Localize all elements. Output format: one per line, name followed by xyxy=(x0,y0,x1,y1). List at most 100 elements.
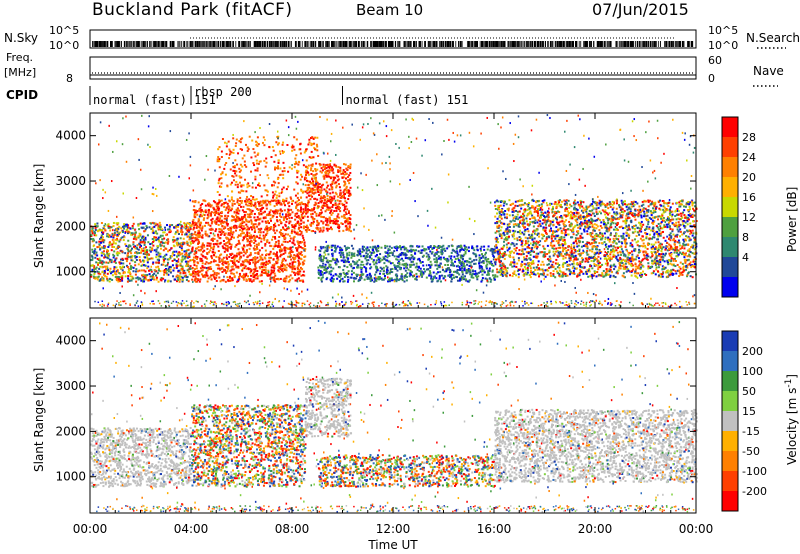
echo-cell xyxy=(377,275,380,278)
echo-cell xyxy=(189,224,192,227)
echo-cell xyxy=(217,156,220,159)
echo-cell xyxy=(401,263,404,266)
echo-cell xyxy=(228,234,231,237)
echo-cell xyxy=(277,269,280,272)
echo-cell xyxy=(145,275,148,278)
echo-cell xyxy=(229,230,232,233)
echo-cell xyxy=(231,256,234,259)
echo-cell xyxy=(491,274,494,277)
echo-cell xyxy=(107,235,110,238)
echo-cell xyxy=(110,271,113,274)
echo-cell xyxy=(109,272,112,275)
echo-cell xyxy=(308,186,311,189)
echo-cell xyxy=(253,230,256,233)
echo-cell xyxy=(191,249,194,252)
echo-cell xyxy=(348,263,351,266)
echo-cell xyxy=(253,216,256,219)
echo-cell xyxy=(261,200,264,203)
echo-cell xyxy=(257,242,260,245)
echo-cell xyxy=(465,278,468,281)
echo-cell xyxy=(311,136,314,139)
echo-cell xyxy=(169,271,172,274)
echo-cell xyxy=(334,222,337,225)
echo-cell xyxy=(112,256,115,259)
echo-cell xyxy=(140,269,143,272)
echo-cell xyxy=(294,256,297,259)
echo-cell xyxy=(400,273,403,276)
echo-cell xyxy=(101,240,104,243)
echo-cell xyxy=(254,268,257,271)
echo-cell xyxy=(253,219,256,222)
echo-cell xyxy=(292,256,295,259)
echo-cell xyxy=(326,229,329,232)
echo-cell xyxy=(342,191,345,194)
echo-cell xyxy=(250,213,253,216)
echo-cell xyxy=(263,184,266,187)
echo-cell xyxy=(145,278,148,281)
echo-cell xyxy=(289,196,292,199)
echo-cell xyxy=(304,209,307,212)
echo-cell xyxy=(127,226,130,229)
echo-cell xyxy=(102,253,105,256)
echo-cell xyxy=(158,255,161,258)
echo-cell xyxy=(224,247,227,250)
echo-cell xyxy=(401,279,404,282)
echo-cell xyxy=(116,269,119,272)
echo-cell xyxy=(295,162,298,165)
echo-cell xyxy=(274,232,277,235)
echo-cell xyxy=(480,253,483,256)
echo-cell xyxy=(346,266,349,269)
echo-cell xyxy=(319,259,322,262)
echo-cell xyxy=(492,248,495,251)
echo-cell xyxy=(184,224,187,227)
echo-cell xyxy=(153,237,156,240)
echo-cell xyxy=(303,259,306,262)
echo-cell xyxy=(152,239,155,242)
echo-cell xyxy=(243,213,246,216)
echo-cell xyxy=(327,266,330,269)
echo-cell xyxy=(343,216,346,219)
echo-cell xyxy=(226,244,229,247)
echo-cell xyxy=(451,245,454,248)
echo-cell xyxy=(397,279,400,282)
echo-cell xyxy=(137,276,140,279)
echo-cell xyxy=(299,142,302,145)
echo-cell xyxy=(149,279,152,282)
echo-cell xyxy=(195,247,198,250)
echo-cell xyxy=(193,216,196,219)
echo-cell xyxy=(238,229,241,232)
echo-cell xyxy=(172,251,175,254)
echo-cell xyxy=(315,180,318,183)
echo-cell xyxy=(252,261,255,264)
echo-cell xyxy=(299,266,302,269)
echo-cell xyxy=(114,238,117,241)
echo-cell xyxy=(272,271,275,274)
echo-cell xyxy=(195,226,198,229)
echo-cell xyxy=(127,255,130,258)
echo-cell xyxy=(183,222,186,225)
echo-cell xyxy=(336,220,339,223)
echo-cell xyxy=(250,205,253,208)
echo-cell xyxy=(262,268,265,271)
echo-cell xyxy=(243,273,246,276)
echo-cell xyxy=(197,242,200,245)
echo-cell xyxy=(335,219,338,222)
echo-cell xyxy=(106,256,109,259)
echo-cell xyxy=(377,247,380,250)
echo-cell xyxy=(453,276,456,279)
echo-cell xyxy=(304,207,307,210)
echo-cell xyxy=(104,274,107,277)
echo-cell xyxy=(227,210,230,213)
echo-cell xyxy=(317,202,320,205)
echo-cell xyxy=(159,270,162,273)
echo-cell xyxy=(276,257,279,260)
echo-cell xyxy=(372,259,375,262)
echo-cell xyxy=(336,223,339,226)
echo-cell xyxy=(268,253,271,256)
echo-cell xyxy=(227,265,230,268)
echo-cell xyxy=(214,260,217,263)
echo-cell xyxy=(290,208,293,211)
echo-cell xyxy=(284,233,287,236)
echo-cell xyxy=(264,201,267,204)
echo-cell xyxy=(346,208,349,211)
